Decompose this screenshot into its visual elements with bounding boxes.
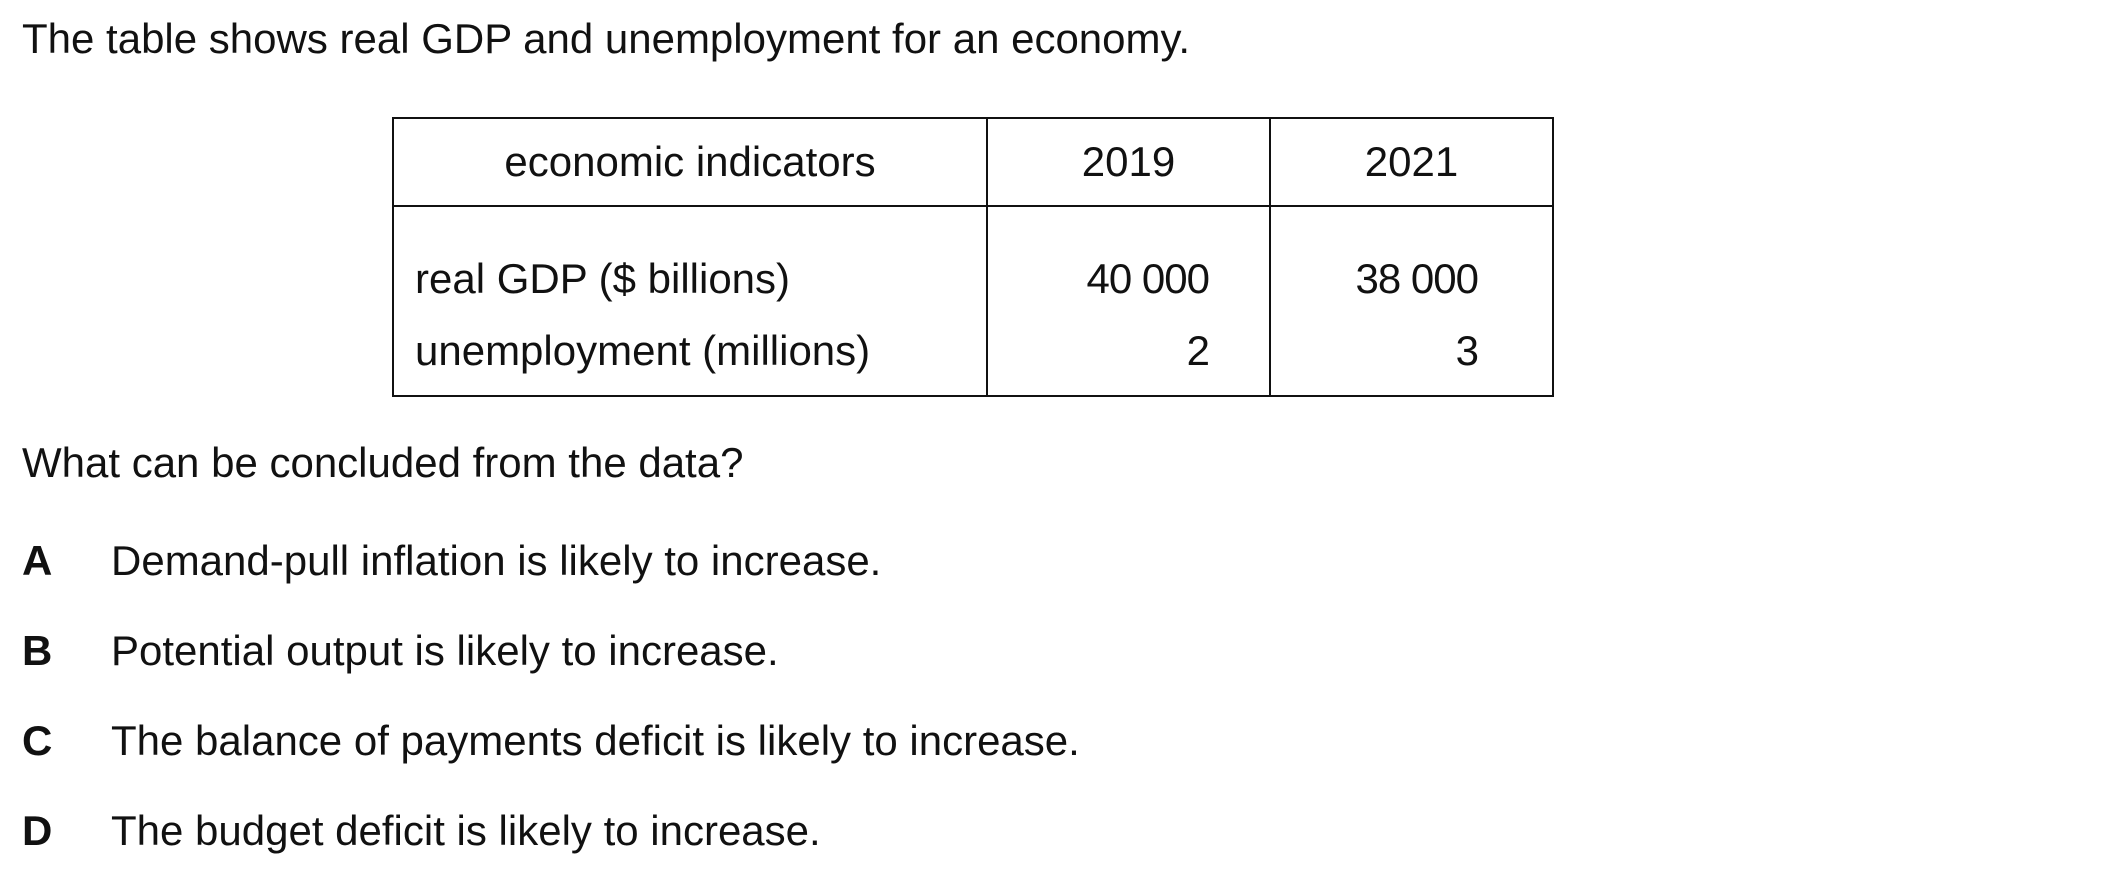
cell-unemployment-2021: 3 [1269, 311, 1554, 397]
option-text: Demand-pull inflation is likely to incre… [111, 537, 882, 584]
table-row: real GDP ($ billions) 40 000 38 000 [392, 206, 1554, 311]
header-economic-indicators: economic indicators [392, 117, 988, 207]
economic-data-table: economic indicators 2019 2021 real GDP (… [392, 117, 1554, 397]
option-text: The balance of payments deficit is likel… [111, 717, 1080, 764]
cell-gdp-2021: 38 000 [1269, 206, 1554, 311]
option-text: The budget deficit is likely to increase… [111, 807, 821, 854]
option-letter: C [22, 717, 53, 764]
option-b[interactable]: B Potential output is likely to increase… [22, 626, 779, 676]
header-2021: 2021 [1269, 117, 1554, 207]
row-label-real-gdp: real GDP ($ billions) [392, 206, 988, 311]
option-letter: A [22, 537, 53, 584]
option-letter: B [22, 627, 53, 674]
cell-unemployment-2019: 2 [986, 311, 1271, 397]
option-text: Potential output is likely to increase. [111, 627, 779, 674]
option-letter: D [22, 807, 53, 854]
table-header-row: economic indicators 2019 2021 [392, 117, 1554, 207]
option-a[interactable]: A Demand-pull inflation is likely to inc… [22, 536, 881, 586]
question-intro: The table shows real GDP and unemploymen… [22, 15, 1191, 62]
option-d[interactable]: D The budget deficit is likely to increa… [22, 806, 821, 856]
table-row: unemployment (millions) 2 3 [392, 311, 1554, 397]
option-c[interactable]: C The balance of payments deficit is lik… [22, 716, 1080, 766]
row-label-unemployment: unemployment (millions) [392, 311, 988, 397]
cell-gdp-2019: 40 000 [986, 206, 1271, 311]
question-stem: What can be concluded from the data? [22, 439, 744, 486]
header-2019: 2019 [986, 117, 1271, 207]
